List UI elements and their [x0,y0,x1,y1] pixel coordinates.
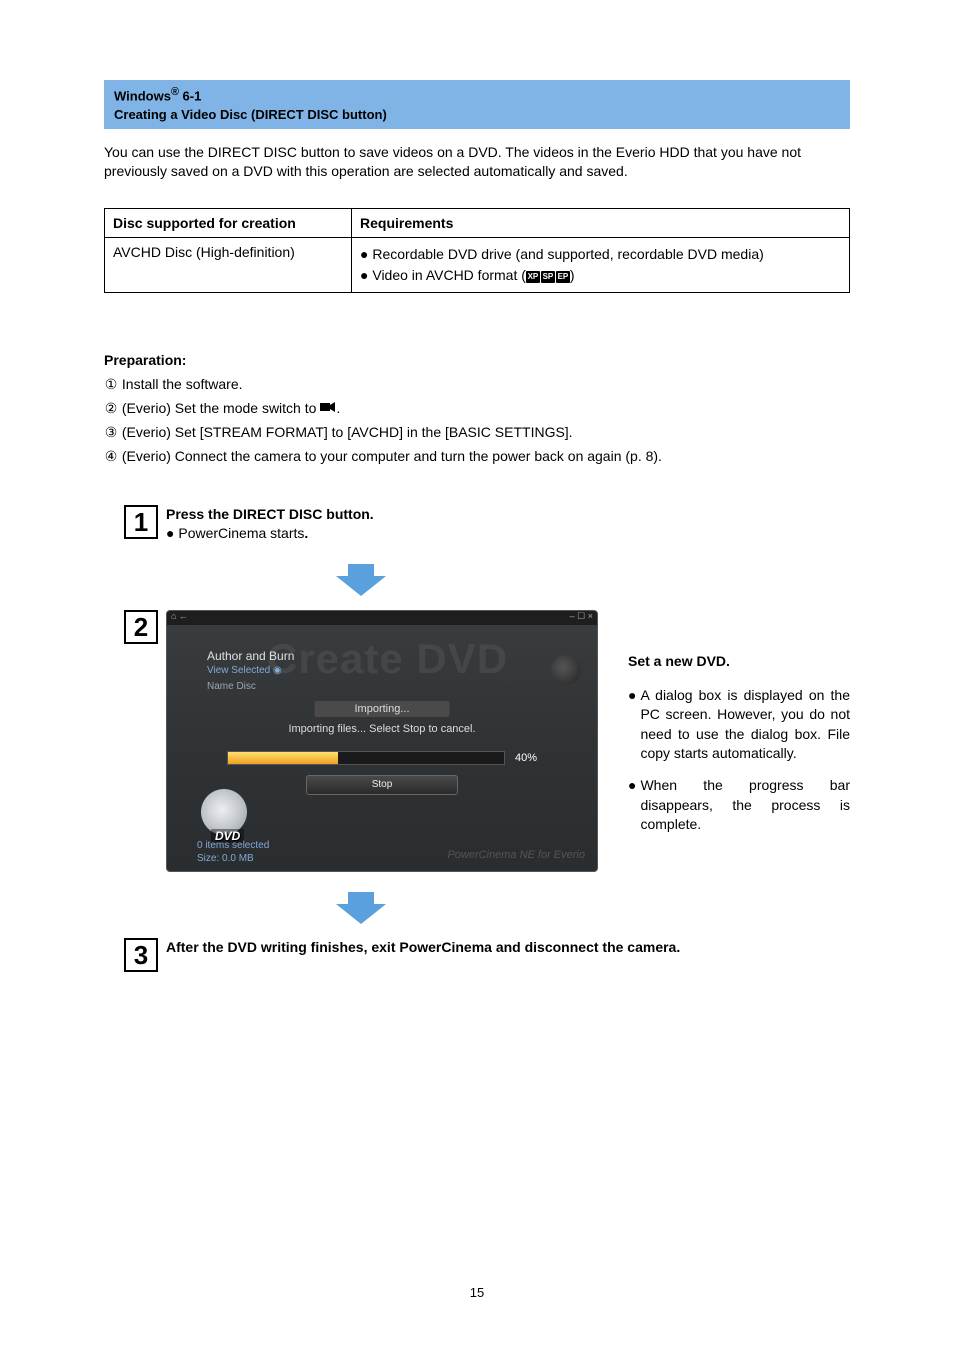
step-2-left: 2 ⌂ ← – ☐ × Create DVD Author and Burn V… [124,610,598,872]
preparation-block: Preparation: ① Install the software. ② (… [104,349,850,468]
prep-num-3: ③ [104,421,118,445]
powercinema-screenshot: ⌂ ← – ☐ × Create DVD Author and Burn Vie… [166,610,598,872]
prep-text-2-prefix: (Everio) Set the mode switch to [118,400,320,416]
prep-text-4: (Everio) Connect the camera to your comp… [118,448,662,464]
ss-importing-label: Importing... [314,701,449,717]
ss-brand: PowerCinema NE for Everio [447,849,585,861]
step-1-line2-suffix: . [304,525,308,541]
col2-header: Requirements [352,209,850,238]
ss-subhead: Author and Burn [207,649,294,663]
section-header: Windows® 6-1 Creating a Video Disc (DIRE… [104,80,850,129]
ss-footer-line2: Size: 0.0 MB [197,852,269,865]
step-1-line1: Press the DIRECT DISC button. [166,505,374,525]
step-1-number: 1 [124,505,158,539]
prep-item-1: ① Install the software. [104,373,850,397]
header-line1: Windows® 6-1 [114,85,840,106]
req-line2-prefix: Video in AVCHD format ( [368,267,525,283]
requirements-table: Disc supported for creation Requirements… [104,208,850,293]
step-1-line2: ● PowerCinema starts. [166,524,374,544]
header-line2: Creating a Video Disc (DIRECT DISC butto… [114,106,840,124]
step-2-bullet-1: ●A dialog box is displayed on the PC scr… [628,686,850,764]
ss-bg-text: Create DVD [267,635,508,683]
ss-progress-percent: 40% [515,752,537,764]
quality-icon-sp: SP [541,271,555,283]
prep-text-2-suffix: . [336,400,340,416]
arrow-down-2 [334,890,850,926]
step-2: 2 ⌂ ← – ☐ × Create DVD Author and Burn V… [124,610,850,872]
ss-topbar-left: ⌂ ← [171,611,188,625]
prep-text-3: (Everio) Set [STREAM FORMAT] to [AVCHD] … [118,424,573,440]
req-line1: ● Recordable DVD drive (and supported, r… [360,244,841,265]
ss-footer: 0 items selected Size: 0.0 MB [197,839,269,865]
intro-text: You can use the DIRECT DISC button to sa… [104,143,850,181]
ss-stop-button: Stop [306,775,458,795]
bullet-icon: ● [628,686,636,764]
ss-window-controls: – ☐ × [570,611,593,625]
ss-topbar: ⌂ ← – ☐ × [167,611,597,625]
preparation-title: Preparation: [104,349,850,373]
quality-icons: XPSPEP [526,271,570,283]
quality-icon-ep: EP [556,271,570,283]
step-2-right: Set a new DVD. ●A dialog box is displaye… [628,610,850,847]
arrow-shape-2 [336,892,386,924]
step-2-bullets: ●A dialog box is displayed on the PC scr… [628,686,850,835]
prep-num-2: ② [104,397,118,421]
step-2-bullet-2-text: When the progress bar disappears, the pr… [640,776,850,835]
prep-item-3: ③ (Everio) Set [STREAM FORMAT] to [AVCHD… [104,421,850,445]
table-row: AVCHD Disc (High-definition) ● Recordabl… [105,238,850,293]
ss-footer-line1: 0 items selected [197,839,269,852]
table-header-row: Disc supported for creation Requirements [105,209,850,238]
step-1-line2-text: PowerCinema starts [174,525,304,541]
quality-icon-xp: XP [526,271,540,283]
prep-text-1: Install the software. [118,376,243,392]
step-3-line: After the DVD writing finishes, exit Pow… [166,939,680,955]
ss-progress-row: 40% [227,751,537,765]
prep-num-4: ④ [104,445,118,469]
req-line1-text: Recordable DVD drive (and supported, rec… [368,246,763,262]
step-2-number: 2 [124,610,158,644]
step-3: 3 After the DVD writing finishes, exit P… [124,938,850,972]
header-reg: ® [171,86,179,98]
step-2-bullet-1-text: A dialog box is displayed on the PC scre… [640,686,850,764]
ss-name-disc: Name Disc [207,681,256,692]
row1-col1: AVCHD Disc (High-definition) [105,238,352,293]
step-1-text: Press the DIRECT DISC button. ● PowerCin… [166,505,374,544]
ss-importing-text: Importing files... Select Stop to cancel… [167,723,597,735]
header-line1-prefix: Windows [114,88,171,103]
step-3-text: After the DVD writing finishes, exit Pow… [166,938,680,958]
prep-item-2: ② (Everio) Set the mode switch to . [104,397,850,421]
step-3-number: 3 [124,938,158,972]
col1-header: Disc supported for creation [105,209,352,238]
ss-disc-icon [551,655,581,685]
step-2-bullet-2: ●When the progress bar disappears, the p… [628,776,850,835]
bullet-icon: ● [628,776,636,835]
step-2-title: Set a new DVD. [628,652,850,672]
prep-item-4: ④ (Everio) Connect the camera to your co… [104,445,850,469]
row1-col2: ● Recordable DVD drive (and supported, r… [352,238,850,293]
ss-view-selected: View Selected ◉ [207,665,282,676]
arrow-shape-1 [336,564,386,596]
prep-num-1: ① [104,373,118,397]
step-1: 1 Press the DIRECT DISC button. ● PowerC… [124,505,850,544]
arrow-down-1 [334,562,850,598]
page-number: 15 [0,1285,954,1300]
video-mode-icon [320,397,336,421]
header-line1-suffix: 6-1 [179,88,201,103]
ss-progress-fill [228,752,338,764]
ss-progress-bar [227,751,505,765]
req-line2: ● Video in AVCHD format (XPSPEP) [360,265,841,286]
req-line2-suffix: ) [570,267,575,283]
